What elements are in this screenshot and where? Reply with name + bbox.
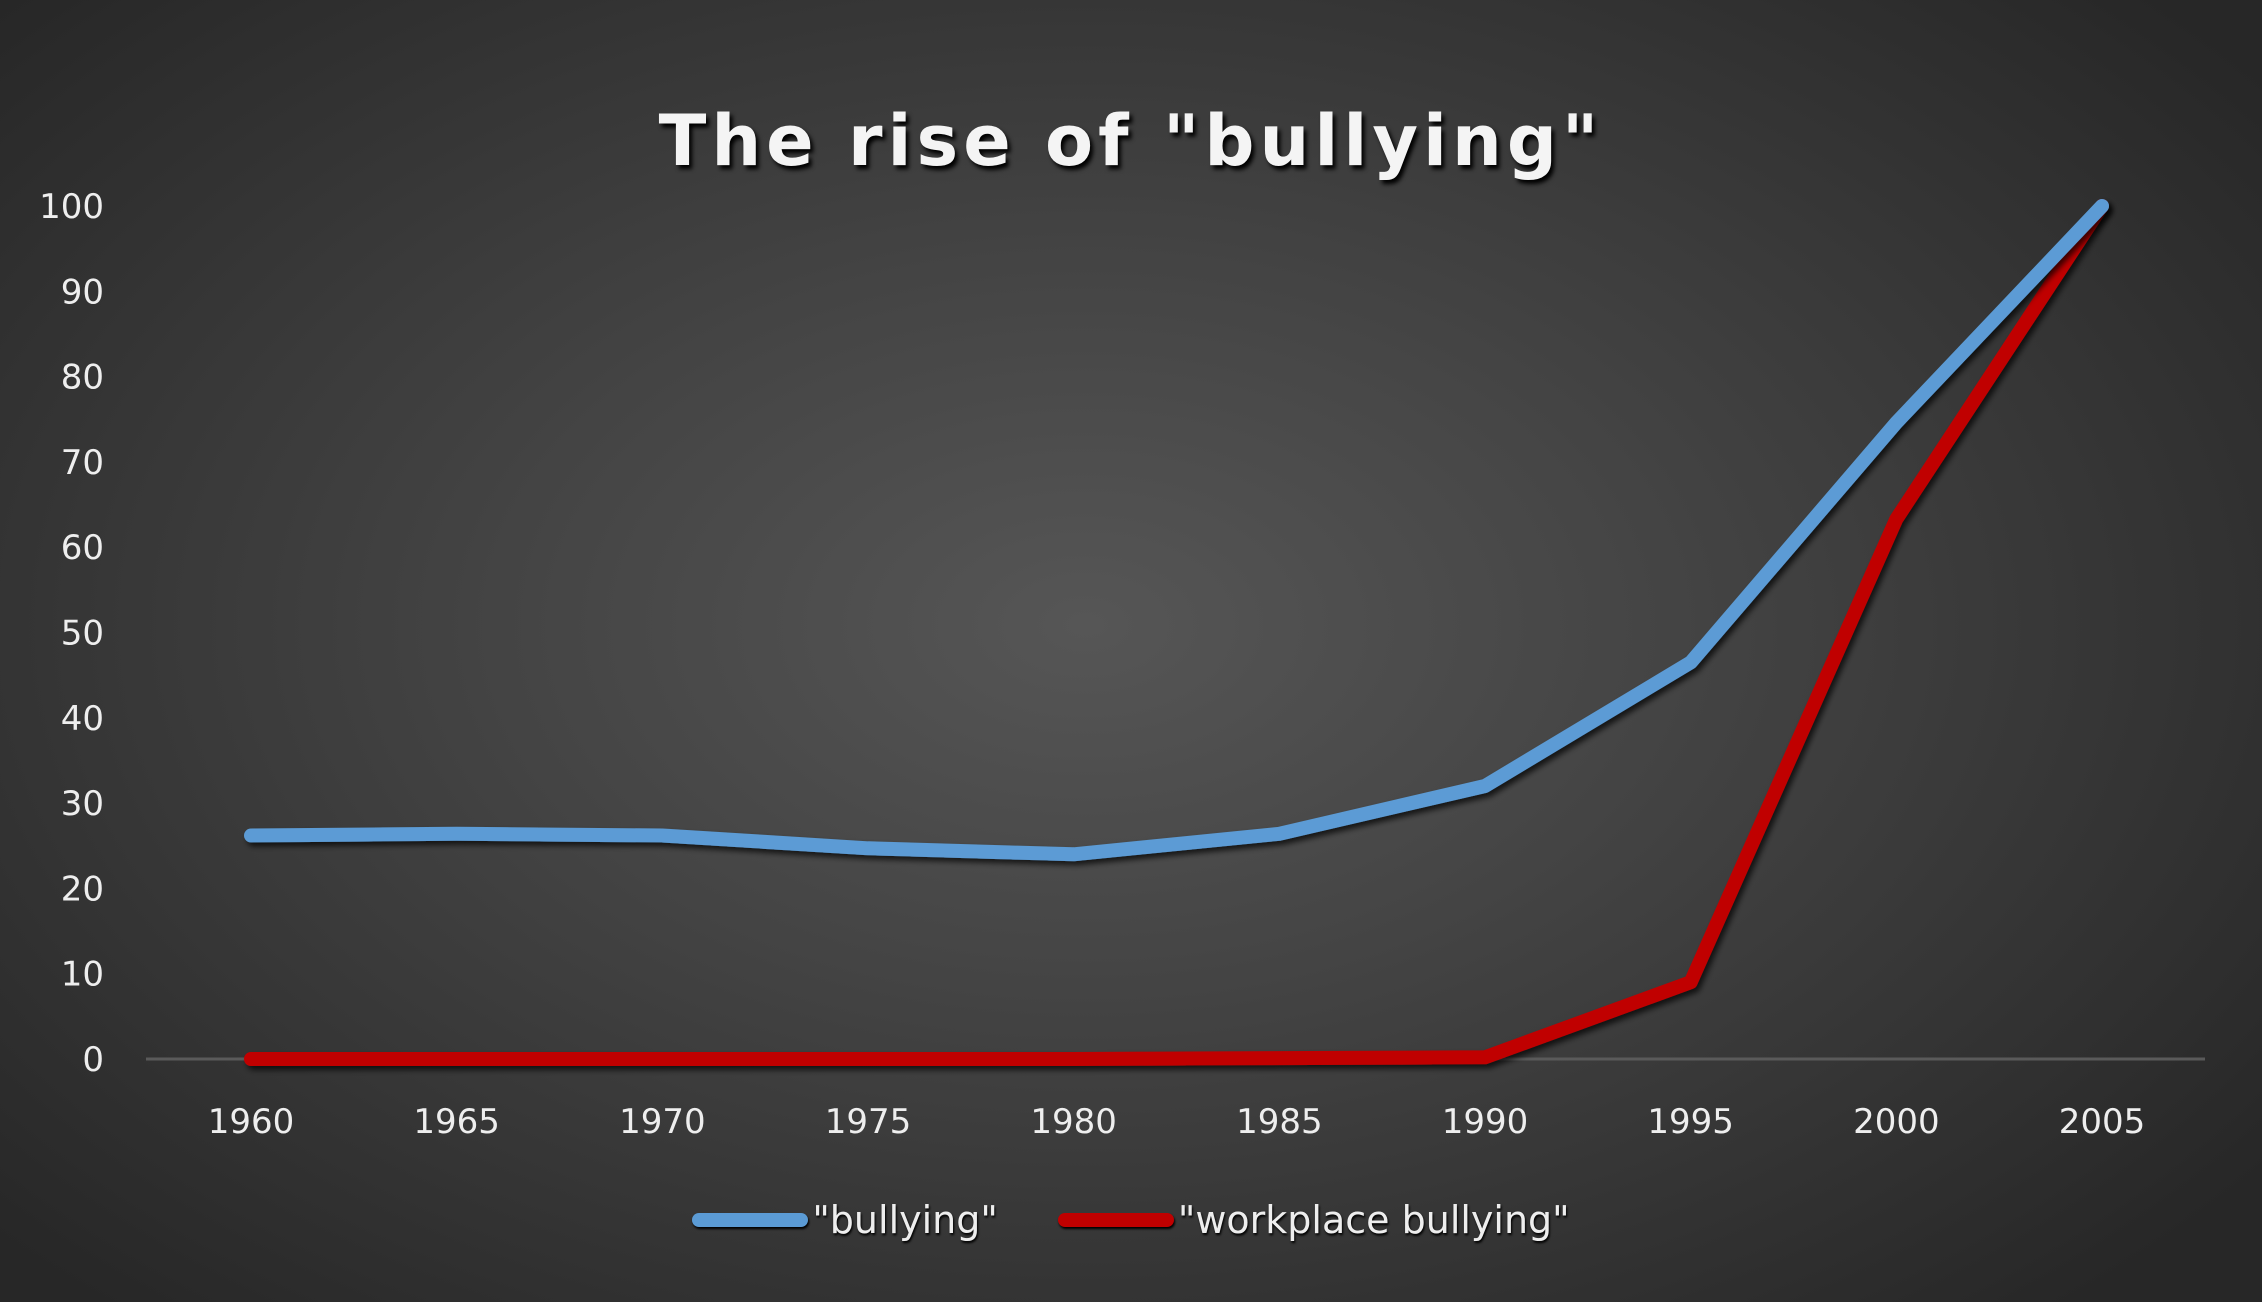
x-axis: 1960 1965 1970 1975 1980 1985 1990 1995 2000 2005 [208, 1102, 2146, 1142]
legend-label: "bullying" [812, 1198, 998, 1242]
legend-swatch-workplace-bullying-icon [1057, 1213, 1174, 1227]
y-tick-label: 30 [61, 784, 104, 824]
x-tick-label: 1960 [208, 1102, 295, 1142]
x-tick-label: 1995 [1647, 1102, 1734, 1142]
chart-title: The rise of "bullying" [658, 100, 1604, 182]
y-tick-label: 40 [61, 699, 104, 739]
x-tick-label: 1965 [413, 1102, 500, 1142]
x-tick-label: 1970 [619, 1102, 706, 1142]
y-tick-label: 0 [82, 1040, 104, 1080]
y-tick-label: 90 [61, 272, 104, 312]
y-tick-label: 70 [61, 443, 104, 483]
x-tick-label: 1985 [1236, 1102, 1323, 1142]
legend-item-bullying[interactable]: "bullying" [692, 1198, 998, 1242]
y-tick-label: 50 [61, 614, 104, 654]
x-tick-label: 1980 [1030, 1102, 1117, 1142]
y-tick-label: 80 [61, 358, 104, 398]
y-tick-label: 60 [61, 528, 104, 568]
y-tick-label: 10 [61, 955, 104, 995]
x-tick-label: 1990 [1442, 1102, 1529, 1142]
x-tick-label: 2000 [1853, 1102, 1940, 1142]
y-tick-label: 20 [61, 869, 104, 909]
legend-label: "workplace bullying" [1177, 1198, 1570, 1242]
legend-swatch-bullying-icon [692, 1213, 809, 1227]
x-tick-label: 2005 [2059, 1102, 2146, 1142]
legend-item-workplace-bullying[interactable]: "workplace bullying" [1057, 1198, 1570, 1242]
series-line[interactable] [244, 199, 2109, 862]
series-line[interactable] [244, 199, 2109, 1066]
x-tick-label: 1975 [825, 1102, 912, 1142]
legend: "bullying" "workplace bullying" [0, 1198, 2262, 1242]
series-lines [244, 199, 2109, 1066]
y-tick-label: 100 [39, 187, 104, 227]
y-axis: 0 10 20 30 40 50 60 70 80 90 100 [39, 187, 104, 1080]
